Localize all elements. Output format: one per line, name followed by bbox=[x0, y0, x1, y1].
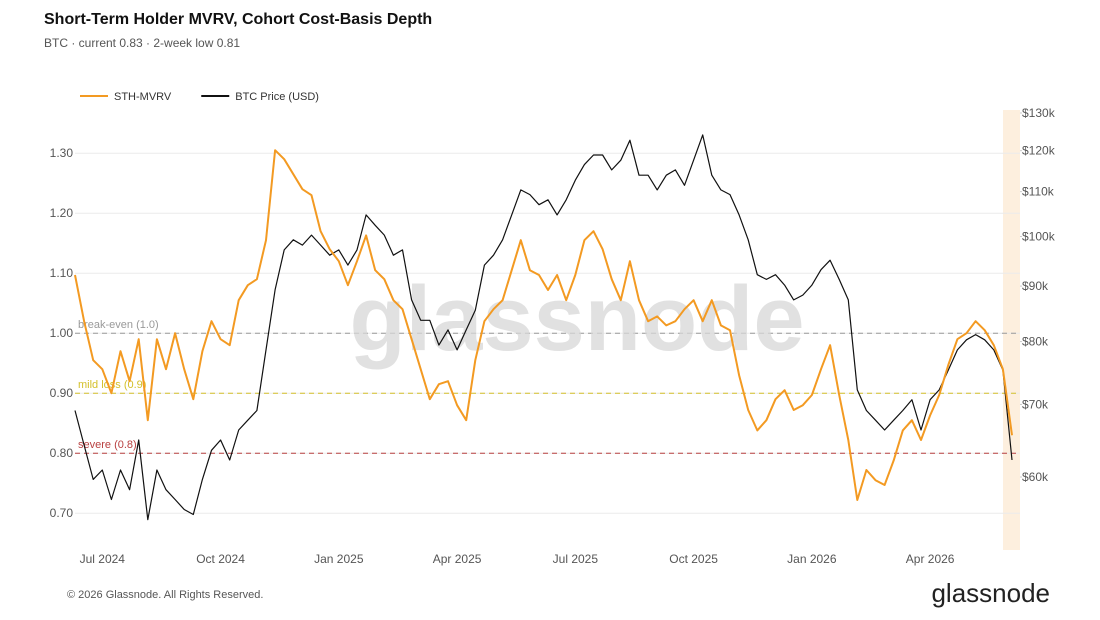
chart-title: Short-Term Holder MVRV, Cohort Cost-Basi… bbox=[44, 11, 432, 28]
logo: glassnode bbox=[931, 578, 1050, 608]
y-tick-label: 1.20 bbox=[50, 206, 74, 220]
y2-tick-label: $60k bbox=[1022, 470, 1049, 484]
y-tick-label: 0.80 bbox=[50, 446, 74, 460]
y2-tick-label: $70k bbox=[1022, 397, 1049, 411]
reference-label: break-even (1.0) bbox=[78, 319, 159, 331]
series-line bbox=[74, 134, 1013, 521]
footer: © 2026 Glassnode. All Rights Reserved. bbox=[67, 589, 263, 601]
y-tick-label: 0.70 bbox=[50, 506, 74, 520]
highlight-band bbox=[1003, 110, 1020, 550]
y2-tick-label: $110k bbox=[1022, 185, 1055, 199]
y2-tick-label: $100k bbox=[1022, 230, 1056, 244]
chart-subtitle: BTC · current 0.83 · 2-week low 0.81 bbox=[44, 36, 240, 50]
y2-tick-label: $120k bbox=[1022, 144, 1056, 158]
y-tick-label: 1.00 bbox=[50, 326, 74, 340]
y-tick-label: 0.90 bbox=[50, 386, 74, 400]
y2-tick-label: $90k bbox=[1022, 279, 1049, 293]
x-tick-label: Jul 2025 bbox=[553, 552, 599, 566]
plot-area bbox=[74, 134, 1013, 521]
x-tick-label: Oct 2024 bbox=[196, 552, 245, 566]
x-tick-label: Jul 2024 bbox=[80, 552, 126, 566]
x-tick-label: Apr 2026 bbox=[906, 552, 955, 566]
y2-tick-label: $130k bbox=[1022, 106, 1056, 120]
legend-label: BTC Price (USD) bbox=[235, 91, 319, 103]
legend-label: STH-MVRV bbox=[114, 91, 172, 103]
x-tick-label: Oct 2025 bbox=[669, 552, 718, 566]
x-tick-label: Jan 2025 bbox=[314, 552, 364, 566]
y-tick-label: 1.30 bbox=[50, 146, 74, 160]
y-tick-label: 1.10 bbox=[50, 266, 74, 280]
x-tick-label: Apr 2025 bbox=[433, 552, 482, 566]
series-line bbox=[74, 149, 1013, 501]
reference-label: severe (0.8) bbox=[78, 439, 137, 451]
y2-tick-label: $80k bbox=[1022, 335, 1049, 349]
watermark: glassnode bbox=[349, 268, 804, 370]
grid: break-even (1.0)mild loss (0.9)severe (0… bbox=[75, 112, 1022, 514]
x-tick-label: Jan 2026 bbox=[787, 552, 837, 566]
